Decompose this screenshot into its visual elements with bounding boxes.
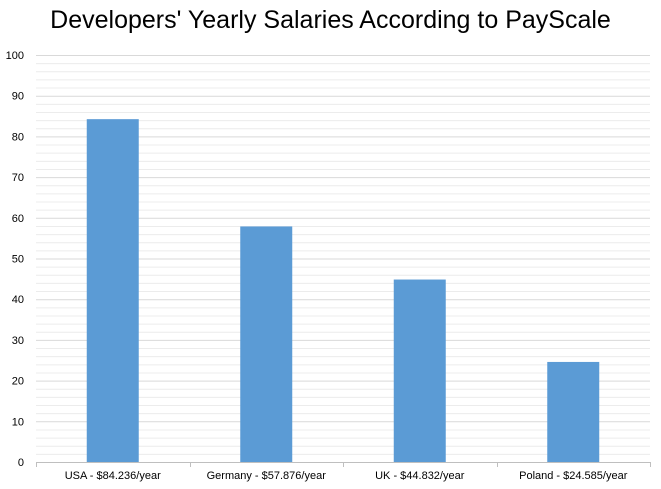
x-tick-label: USA - $84.236/year [65,470,161,482]
y-tick-label: 10 [12,416,24,428]
y-tick-label: 50 [12,254,24,266]
y-tick-label: 60 [12,213,24,225]
y-tick-label: 70 [12,172,24,184]
y-tick-label: 40 [12,294,24,306]
y-tick-label: 30 [12,335,24,347]
y-tick-label: 80 [12,131,24,143]
x-tick-label: Germany - $57.876/year [207,470,327,482]
chart-title: Developers' Yearly Salaries According to… [50,6,611,34]
bar-3 [547,361,600,462]
y-tick-label: 20 [12,376,24,388]
y-tick-label: 100 [6,50,24,62]
bar-0 [86,119,139,462]
bar-1 [240,226,293,462]
y-tick-label: 0 [18,457,24,469]
x-tick-label: Poland - $24.585/year [519,470,628,482]
bar-2 [393,279,446,462]
y-tick-label: 90 [12,91,24,103]
x-tick-label: UK - $44.832/year [375,470,465,482]
